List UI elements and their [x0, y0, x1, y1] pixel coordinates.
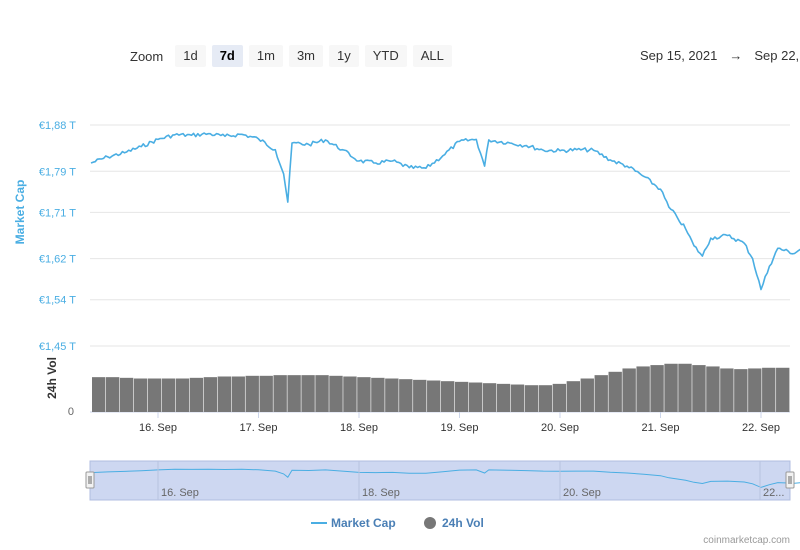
- x-tick-label: 21. Sep: [642, 422, 680, 434]
- navigator-tick-label: 22...: [763, 487, 784, 499]
- y-tick-label: €1,79 T: [39, 166, 76, 178]
- volume-bar: [92, 377, 106, 412]
- zoom-all-button[interactable]: ALL: [412, 45, 452, 67]
- zoom-3m-button[interactable]: 3m: [288, 45, 323, 67]
- volume-bar: [329, 375, 343, 412]
- x-tick-label: 22. Sep: [742, 422, 780, 434]
- volume-bar: [664, 363, 678, 412]
- y-tick-label: €1,62 T: [39, 254, 76, 266]
- y-axis-ticks: €1,88 T €1,79 T €1,71 T €1,62 T €1,54 T €1,45…: [39, 120, 76, 353]
- volume-bar: [776, 367, 790, 412]
- zoom-1m-button[interactable]: 1m: [248, 45, 283, 67]
- volume-bar: [147, 378, 162, 412]
- x-tick-label: 17. Sep: [240, 422, 278, 434]
- volume-bar: [371, 377, 385, 412]
- volume-bar: [538, 385, 553, 412]
- volume-bar: [510, 384, 525, 412]
- volume-bar: [706, 366, 720, 412]
- volume-bar: [315, 375, 329, 412]
- y-tick-label: €1,45 T: [39, 341, 76, 353]
- volume-bar: [357, 377, 371, 412]
- volume-bar: [245, 375, 259, 412]
- volume-bar: [385, 378, 399, 412]
- legend-volume-swatch: [424, 517, 436, 529]
- volume-axis-tick: 0: [68, 406, 74, 418]
- volume-bar: [496, 383, 511, 412]
- attribution[interactable]: coinmarketcap.com: [703, 535, 790, 546]
- market-cap-line: [90, 132, 800, 291]
- navigator-left-handle[interactable]: [85, 471, 95, 489]
- x-tick-label: 20. Sep: [541, 422, 579, 434]
- zoom-bar: Zoom 1d 7d 1m 3m 1y YTD ALL: [130, 45, 452, 67]
- zoom-1d-button[interactable]: 1d: [175, 45, 206, 67]
- volume-bar: [427, 380, 441, 412]
- volume-bar: [203, 377, 218, 412]
- legend-market-cap-label[interactable]: Market Cap: [331, 516, 396, 530]
- y-tick-label: €1,71 T: [39, 207, 76, 219]
- volume-bar: [175, 378, 190, 412]
- volume-bar: [259, 375, 273, 412]
- navigator-tick-label: 20. Sep: [563, 487, 601, 499]
- y-tick-label: €1,54 T: [39, 295, 76, 307]
- x-tick-label: 16. Sep: [139, 422, 177, 434]
- navigator-tick-label: 18. Sep: [362, 487, 400, 499]
- volume-series: [92, 363, 790, 412]
- x-axis-ticks: 16. Sep 17. Sep 18. Sep 19. Sep 20. Sep 21. S…: [139, 412, 780, 434]
- volume-bar: [189, 377, 204, 412]
- volume-bar: [580, 378, 594, 412]
- volume-bar: [399, 379, 413, 412]
- y-tick-label: €1,88 T: [39, 120, 76, 132]
- volume-bar: [468, 382, 483, 412]
- volume-bar: [301, 375, 315, 412]
- x-tick-label: 18. Sep: [340, 422, 378, 434]
- volume-bar: [273, 375, 287, 412]
- zoom-ytd-button[interactable]: YTD: [364, 45, 407, 67]
- volume-bar: [748, 368, 762, 412]
- y-axis-title: Market Cap: [13, 180, 27, 245]
- navigator-tick-label: 16. Sep: [161, 487, 199, 499]
- volume-bar: [343, 376, 357, 412]
- volume-axis-title: 24h Vol: [45, 357, 59, 399]
- volume-bar: [105, 377, 120, 412]
- volume-bar: [524, 385, 539, 412]
- zoom-7d-button[interactable]: 7d: [211, 45, 243, 67]
- navigator-right-handle[interactable]: [785, 471, 795, 489]
- volume-bar: [720, 368, 734, 412]
- volume-bar: [161, 378, 176, 412]
- volume-bar: [636, 366, 650, 412]
- legend: Market Cap 24h Vol: [311, 516, 484, 530]
- volume-bar: [594, 375, 608, 412]
- volume-bar: [454, 381, 469, 412]
- volume-bar: [566, 381, 580, 412]
- date-range-from[interactable]: Sep 15, 2021: [640, 48, 718, 63]
- market-cap-series: [90, 132, 800, 291]
- navigator-window: [89, 460, 791, 501]
- volume-bar: [692, 365, 706, 412]
- volume-bar: [119, 377, 134, 412]
- volume-bar: [133, 378, 148, 412]
- volume-bar: [552, 383, 567, 412]
- volume-bar: [734, 369, 748, 412]
- x-tick-label: 19. Sep: [441, 422, 479, 434]
- volume-bar: [231, 376, 245, 412]
- volume-bar: [413, 379, 427, 412]
- navigator[interactable]: 16. Sep 18. Sep 20. Sep 22...: [85, 460, 800, 501]
- volume-bar: [622, 368, 636, 412]
- volume-bar: [762, 367, 776, 412]
- volume-bar: [678, 363, 692, 412]
- volume-bar: [217, 376, 231, 412]
- volume-bar: [608, 371, 622, 412]
- volume-bar: [650, 365, 664, 412]
- volume-bar: [482, 383, 497, 412]
- zoom-1y-button[interactable]: 1y: [329, 45, 359, 67]
- volume-bar: [287, 375, 301, 412]
- date-range-to[interactable]: Sep 22, 2021: [754, 48, 800, 63]
- date-range-arrow: →: [729, 48, 743, 63]
- date-range: Sep 15, 2021 → Sep 22, 2021: [640, 48, 800, 63]
- zoom-label: Zoom: [130, 48, 164, 64]
- volume-bar: [441, 381, 455, 412]
- legend-volume-label[interactable]: 24h Vol: [442, 516, 484, 530]
